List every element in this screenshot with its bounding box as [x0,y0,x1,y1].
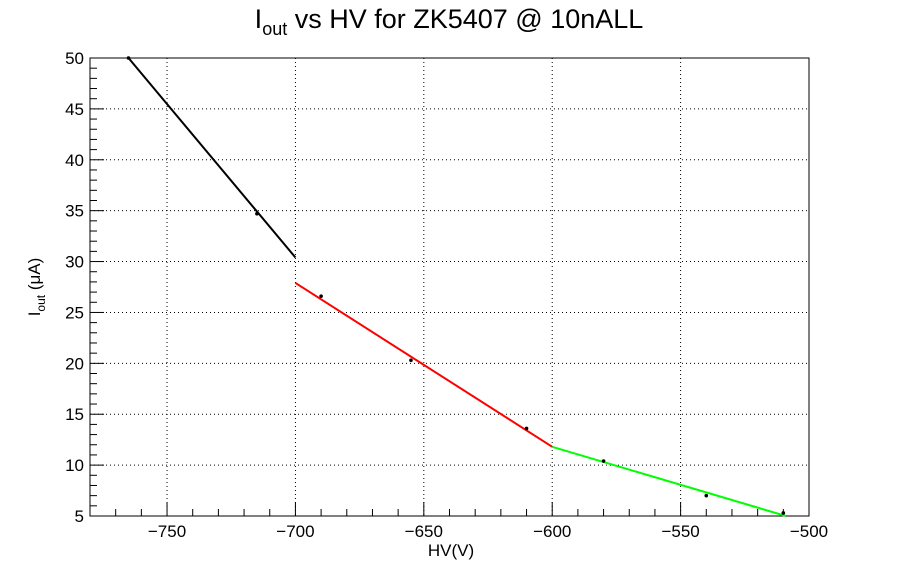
chart-title: Iout vs HV for ZK5407 @ 10nALL [255,4,644,39]
data-point [704,493,709,498]
y-axis-title: Iout (μA) [25,258,48,317]
x-tick-label: −700 [276,522,314,541]
data-point [255,211,259,216]
axis-ticks [89,57,810,517]
y-axis-title-rest: (μA) [25,258,44,295]
fit-line-1 [127,57,297,259]
plot-frame [89,57,810,517]
chart-title-main: I [255,4,263,34]
y-tick-label: 15 [65,405,84,424]
x-tick-labels: −750 −700 −650 −600 −550 −500 [148,522,828,541]
x-tick-label: −500 [790,522,828,541]
y-tick-labels: 5 10 15 20 25 30 35 40 45 50 [65,49,84,526]
data-point [319,294,323,298]
y-tick-label: 30 [65,253,84,272]
fit-line-3 [551,445,787,517]
y-tick-label: 5 [75,507,84,526]
data-points [126,56,786,515]
y-axis-title-subscript: out [34,294,48,311]
x-tick-label: −550 [661,522,699,541]
y-axis-title-main: I [25,312,44,317]
grid-lines [90,57,810,517]
data-point [601,459,606,463]
y-tick-label: 10 [65,456,84,475]
data-point [781,511,786,515]
chart-title-subscript: out [262,19,287,39]
fit-lines [127,57,787,517]
y-tick-label: 25 [65,303,84,322]
x-tick-label: −750 [148,522,186,541]
x-tick-label: −600 [533,522,571,541]
x-axis-title: HV(V) [428,541,474,560]
data-point [524,426,529,431]
y-tick-label: 35 [65,202,84,221]
data-point [126,56,131,60]
fit-line-2 [294,282,553,448]
y-tick-label: 40 [65,151,84,170]
y-tick-label: 45 [65,100,84,119]
data-point [409,358,413,363]
y-tick-label: 50 [65,49,84,68]
y-tick-label: 20 [65,354,84,373]
chart-title-rest: vs HV for ZK5407 @ 10nALL [287,4,643,34]
x-tick-label: −650 [405,522,443,541]
